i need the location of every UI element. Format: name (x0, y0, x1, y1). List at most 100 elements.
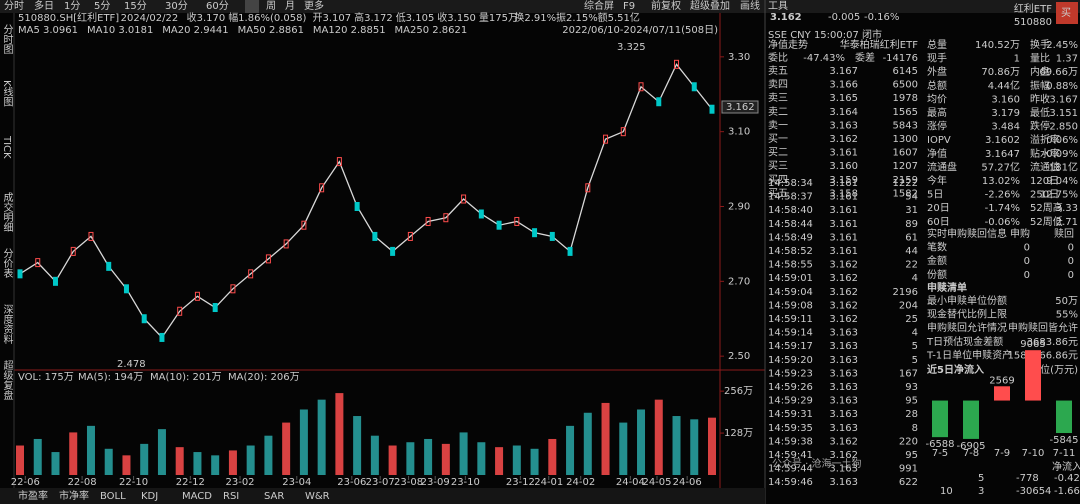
buy-button[interactable] (1056, 2, 1078, 24)
tab[interactable]: 5分 (94, 0, 110, 12)
side-tab[interactable]: K线图 (1, 80, 13, 107)
book-price: 3.161 (829, 148, 858, 159)
candle (159, 332, 165, 342)
tab[interactable]: 1分 (64, 0, 80, 12)
tick-price: 3.163 (829, 464, 858, 475)
candle (194, 291, 200, 301)
candle (461, 194, 467, 204)
stat-value: 3.167 (1049, 94, 1078, 105)
tick-time: 14:58:37 (768, 192, 813, 203)
stat-label: 内盘 (1030, 65, 1050, 78)
quote-item: 振2.15% (556, 11, 598, 24)
stat-value: 9.04% (1046, 176, 1078, 187)
stat-value: 3.484 (991, 122, 1020, 133)
volume-bar (495, 447, 504, 475)
flow-cell: -30654 (1016, 486, 1051, 497)
book-label: 买三 (768, 160, 788, 172)
toolbar-bg (0, 0, 1080, 13)
tick-price: 3.163 (829, 341, 858, 352)
tick-time: 14:59:14 (768, 328, 813, 339)
tab[interactable]: 更多 (304, 0, 324, 12)
bottom-tab[interactable]: BOLL (100, 491, 126, 502)
tick-volume: 991 (899, 464, 918, 475)
flow-cell: 3 (978, 486, 984, 497)
tab[interactable]: 周 (266, 0, 276, 12)
candle (336, 157, 342, 167)
book-volume: 6145 (893, 66, 918, 77)
tab[interactable]: 30分 (165, 0, 188, 12)
high-label: 3.325 (617, 42, 646, 53)
flow-cell: 5 (978, 473, 984, 484)
tab[interactable]: 分时 (4, 0, 24, 12)
tab[interactable]: 15分 (124, 0, 147, 12)
tool[interactable]: F9 (623, 1, 635, 12)
side-tab[interactable]: 成交明细 (1, 192, 13, 232)
quote-item: 换2.91% (514, 11, 556, 24)
side-tab[interactable]: 深度资料 (1, 304, 13, 345)
tool[interactable]: 超级叠加 (690, 0, 730, 12)
tick-price: 3.163 (829, 328, 858, 339)
tick-volume: 95 (905, 396, 918, 407)
tick-time: 14:59:31 (768, 409, 813, 420)
stat-label: 涨停 (927, 120, 947, 133)
tick-price: 3.162 (829, 450, 858, 461)
tool[interactable]: 画线 (740, 0, 760, 12)
volume-bar (459, 432, 468, 475)
x-tick-label: 24-04 (616, 477, 645, 488)
tool[interactable]: 前复权 (651, 0, 681, 12)
etf-code: 510880 (1014, 17, 1052, 28)
book-volume: 5843 (893, 120, 918, 131)
creation-value: 0 (1068, 256, 1074, 267)
bottom-tab[interactable]: W&R (305, 491, 330, 502)
volume-bar (317, 399, 326, 475)
x-tick-label: 24-05 (642, 477, 671, 488)
book-volume: 1207 (893, 161, 918, 172)
volume-bar (33, 438, 42, 475)
x-tick-label: 22-06 (11, 477, 40, 488)
tool[interactable]: 工具 (768, 0, 788, 12)
side-tab[interactable]: 超级复盘 (1, 359, 13, 400)
creation-label: 份额 (927, 268, 947, 281)
side-tab[interactable]: TICK (1, 135, 12, 159)
flow-value: -6588 (925, 439, 954, 450)
flow-cell: -1.66% (1054, 486, 1080, 497)
candle (230, 284, 236, 294)
stat-value: 0.88% (1046, 81, 1078, 92)
candle (35, 258, 41, 268)
label: 委差 (855, 51, 875, 64)
tab[interactable]: 60分 (206, 0, 229, 12)
tool[interactable]: 综合屏 (584, 0, 614, 12)
volume-bar (175, 447, 184, 475)
tick-time: 14:59:46 (768, 477, 813, 488)
volume-bar (264, 435, 273, 475)
side-tab[interactable]: 分价表 (1, 248, 13, 279)
last-price-box (721, 100, 759, 114)
tick-volume: 31 (905, 205, 918, 216)
bottom-tab[interactable]: RSI (223, 491, 239, 502)
bottom-tab[interactable]: 市盈率 (18, 489, 48, 502)
stat-label: 量比 (1030, 53, 1050, 65)
volume-bar (672, 416, 681, 475)
tab[interactable]: 多日 (34, 0, 54, 12)
stat-value: 3.160 (991, 94, 1020, 105)
bottom-tab[interactable]: MACD (182, 491, 212, 502)
bottom-tab[interactable]: KDJ (141, 491, 158, 502)
volume-bar (122, 455, 131, 475)
value: -14176 (883, 53, 918, 64)
candle (283, 239, 289, 249)
section-title: 申赎清单 (927, 281, 967, 294)
price: 3.162 (770, 12, 802, 23)
volume-bar (512, 445, 521, 475)
nav-label[interactable]: 净值走势 (768, 38, 808, 51)
tab[interactable]: 月 (285, 0, 295, 12)
tick-price: 3.161 (829, 232, 858, 243)
volume-bar (16, 445, 24, 475)
flow-value: 9065 (1020, 339, 1045, 350)
buy-label[interactable]: 买 (1061, 7, 1071, 19)
stat-value: 2.71 (1056, 217, 1078, 228)
bottom-tab[interactable]: 市净率 (59, 489, 89, 502)
list-value: 申购赎回皆允许 (1008, 321, 1078, 334)
side-tab[interactable]: 分时图 (1, 24, 13, 55)
bottom-tab[interactable]: SAR (264, 491, 284, 502)
candle (638, 82, 644, 92)
